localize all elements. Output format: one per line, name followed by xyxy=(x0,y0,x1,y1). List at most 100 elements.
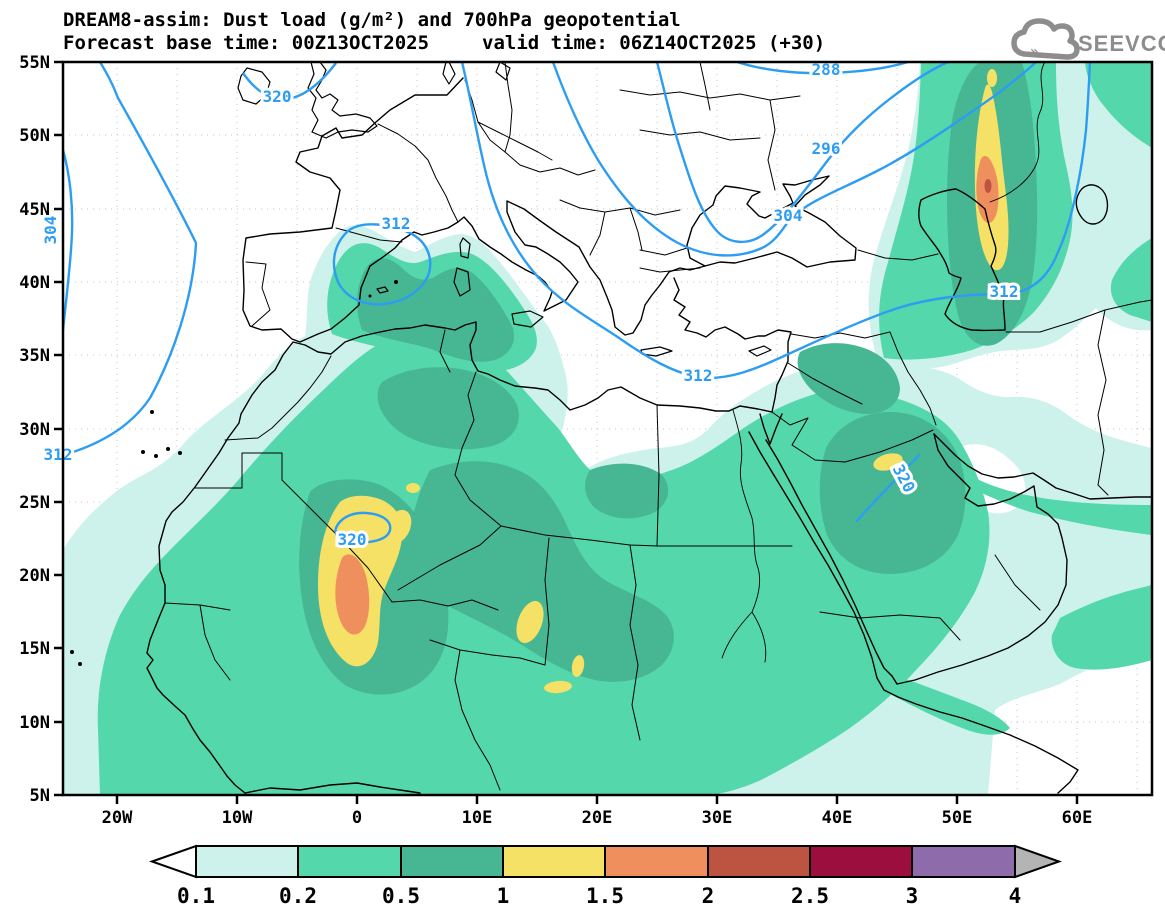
border-saudi-north xyxy=(771,411,934,463)
canary-3 xyxy=(166,447,170,451)
forecast-valid-time: valid time: 06Z14OCT2025 (+30) xyxy=(482,32,825,54)
island-ireland xyxy=(237,67,271,105)
contour-296-main xyxy=(655,60,949,243)
border-turkey-south xyxy=(790,331,891,339)
colorbar-value: 2 xyxy=(702,884,715,907)
contour-304-west-edge xyxy=(61,149,74,331)
colorbar-segment xyxy=(400,845,504,878)
lat-tick-label: 20N xyxy=(19,566,50,586)
lat-tick-label: 40N xyxy=(19,273,50,293)
lon-tick-label: 0 xyxy=(352,808,362,828)
contour-320-mali-loop xyxy=(334,511,392,544)
canary-4 xyxy=(178,451,182,455)
border-sudan-chad xyxy=(629,544,641,741)
geopotential-contour-layer xyxy=(61,60,1092,544)
dust-hot-chad-1 xyxy=(516,600,544,644)
lat-tick-label: 10N xyxy=(19,713,50,733)
contour-320-saudi xyxy=(855,453,921,523)
cv-island-2 xyxy=(78,662,82,666)
coast-arabia-gulf xyxy=(891,433,1068,685)
colorbar-legend: 0.1 0.2 0.5 1 1.5 2 2.5 3 4 xyxy=(148,844,1063,907)
border-niger-chad xyxy=(544,537,550,666)
dust-core-north-algeria xyxy=(357,258,515,362)
colorbar-value: 4 xyxy=(1009,884,1022,907)
dust-core-sudan xyxy=(585,463,669,519)
contour-320-ireland xyxy=(242,62,337,101)
lon-tick-label: 60E xyxy=(1062,808,1093,828)
island-mallorca xyxy=(376,286,389,294)
coastline-layer xyxy=(70,61,1153,794)
contour-value-label: 296 xyxy=(812,139,841,158)
canary-2 xyxy=(154,454,158,458)
contour-value-label: 320 xyxy=(338,530,367,549)
border-libya-egypt xyxy=(656,404,660,547)
dust-core-algeria-interior xyxy=(377,367,519,450)
border-iran-turkmenistan xyxy=(1005,299,1153,333)
border-syria-iraq xyxy=(787,362,863,405)
dust-hot-caspian-top xyxy=(987,69,997,87)
lat-tick-label: 25N xyxy=(19,493,50,513)
canary-1 xyxy=(141,450,145,454)
border-morocco-algeria xyxy=(224,355,332,441)
island-sweden-south xyxy=(495,61,511,81)
lon-tick-label: 50E xyxy=(942,808,973,828)
lon-tick-label: 20W xyxy=(102,808,133,828)
lon-tick-label: 10E xyxy=(462,808,493,828)
contour-312-main xyxy=(460,61,1092,380)
coast-europe-africa xyxy=(242,77,706,343)
border-caucasus xyxy=(857,249,939,261)
madeira xyxy=(150,410,154,414)
dust-extreme-mali xyxy=(335,554,370,635)
coast-red-sea-west xyxy=(748,431,878,679)
border-east-europe xyxy=(619,61,801,191)
dust-hot-spot-1 xyxy=(406,483,420,493)
border-yemen-oman xyxy=(819,554,1041,641)
contour-288-top xyxy=(736,60,909,75)
island-denmark xyxy=(442,61,456,85)
lon-tick-label: 10W xyxy=(222,808,253,828)
border-libya-south xyxy=(500,525,658,547)
dust-region-bottom-right xyxy=(1051,585,1152,670)
island-corsica xyxy=(459,237,471,259)
dust-fill-layer xyxy=(63,62,1152,795)
axes-layer: 55N 50N 45N 40N 35N 30N 25N 20N 15N 10N 5N 20W 10W 0 1… xyxy=(19,53,1092,828)
contour-312-atlantic xyxy=(62,61,198,457)
island-sicily xyxy=(511,310,544,328)
dust-region-aden xyxy=(868,668,1010,735)
lat-tick-label: 5N xyxy=(30,786,50,806)
colorbar-value: 0.5 xyxy=(382,884,420,907)
dust-region-corner-ne xyxy=(1085,62,1152,148)
island-sardinia xyxy=(453,267,471,297)
logo-text: SEEVCCC xyxy=(1078,31,1165,56)
border-balkans xyxy=(559,199,701,273)
contour-312-cutoff-spain xyxy=(332,223,432,306)
river-nile xyxy=(721,409,767,663)
colorbar-value: 2.5 xyxy=(791,884,829,907)
lat-tick-label: 55N xyxy=(19,53,50,73)
chart-title: DREAM8-assim: Dust load (g/m²) and 700hP… xyxy=(63,9,681,31)
island-great-britain xyxy=(307,61,378,139)
contour-value-label: 312 xyxy=(990,282,1019,301)
dust-severe-caspian xyxy=(984,179,992,193)
cloud-icon xyxy=(1011,18,1080,60)
dust-hot-mali-arm xyxy=(384,509,412,545)
dust-core-arabia xyxy=(819,412,966,574)
lat-tick-label: 35N xyxy=(19,346,50,366)
contour-value-label: 312 xyxy=(382,214,411,233)
river-volga xyxy=(989,61,1046,203)
border-algeria-libya xyxy=(439,329,502,527)
coast-somalia xyxy=(876,677,1079,794)
country-border-layer xyxy=(164,61,1153,791)
island-cyprus xyxy=(748,345,772,357)
cloud-chevrons: » xyxy=(1030,44,1038,60)
lat-tick-label: 30N xyxy=(19,420,50,440)
border-france-east xyxy=(377,123,459,223)
coast-iran-gulf xyxy=(933,433,1153,500)
border-algeria-niger xyxy=(397,525,502,591)
colorbar-segment xyxy=(502,845,606,878)
dust-core-niger-chad xyxy=(410,461,674,682)
colorbar-value: 0.1 xyxy=(177,884,215,907)
lon-tick-label: 30E xyxy=(702,808,733,828)
lat-tick-label: 50N xyxy=(19,126,50,146)
